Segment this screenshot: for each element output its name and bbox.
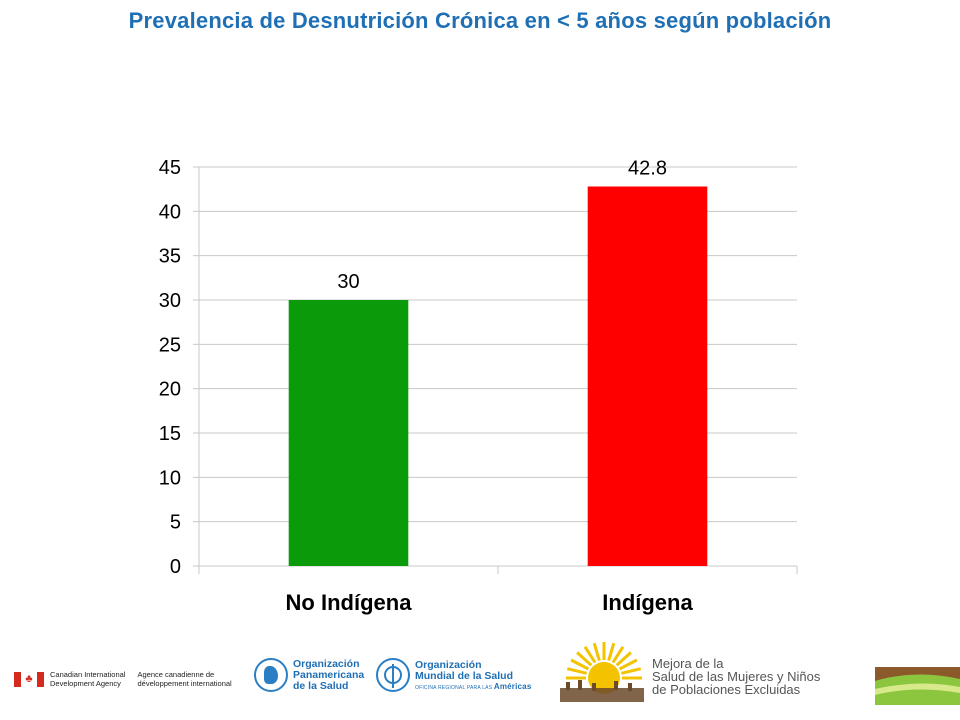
category-label: No Indígena (286, 590, 413, 615)
mejora-text: Mejora de la Salud de las Mujeres y Niño… (652, 655, 821, 697)
sun-ray (611, 646, 625, 664)
cida-logo: ♣ Canadian International Development Age… (14, 670, 244, 688)
sun-ray (615, 651, 632, 667)
oms-text: Organización Mundial de la Salud OFICINA… (415, 658, 532, 691)
y-tick-label: 40 (159, 201, 181, 223)
globe-icon (254, 658, 288, 692)
y-tick-label: 25 (159, 334, 181, 356)
data-label: 42.8 (628, 158, 667, 180)
sun-ray (621, 667, 642, 675)
sun-people-icon (560, 642, 644, 702)
y-tick-label: 15 (159, 423, 181, 445)
y-tick-label: 10 (159, 467, 181, 489)
page-title: Prevalencia de Desnutrición Crónica en <… (128, 8, 832, 33)
canada-flag-icon: ♣ (14, 671, 44, 687)
sun-ray (607, 642, 616, 662)
ops-text: Organización Panamericana de la Salud (293, 657, 365, 692)
category-label: Indígena (602, 590, 693, 615)
y-tick-label: 35 (159, 246, 181, 268)
bar-chart: 0 5 10 15 20 25 30 35 40 45 30 No Indígena 42.8 Indíg… (159, 157, 798, 615)
sun-ray (592, 642, 601, 662)
y-tick-label: 0 (170, 556, 181, 578)
oms-logo: Organización Mundial de la Salud OFICINA… (376, 658, 531, 692)
sun-ray (576, 651, 593, 667)
who-emblem-icon (376, 658, 410, 692)
sun-ray (566, 667, 587, 675)
sun-ray (618, 658, 638, 671)
bars (288, 186, 708, 567)
y-tick-label: 30 (159, 290, 181, 312)
bar (587, 186, 708, 567)
data-label: 30 (337, 271, 359, 293)
sun-ray (583, 646, 597, 664)
y-tick-label: 20 (159, 379, 181, 401)
footer-logos: ♣ Canadian International Development Age… (0, 628, 960, 720)
y-tick-label: 45 (159, 157, 181, 179)
corner-decoration (875, 667, 960, 705)
cida-english-text: Canadian International Development Agenc… (50, 670, 126, 688)
mejora-logo: Mejora de la Salud de las Mujeres y Niño… (556, 638, 820, 714)
sun-ray (570, 658, 590, 671)
bar (288, 300, 409, 566)
labels: 0 5 10 15 20 25 30 35 40 45 30 No Indígena 42.8 Indíg… (159, 157, 694, 615)
ops-logo: Organización Panamericana de la Salud (254, 658, 364, 692)
y-tick-label: 5 (170, 512, 181, 534)
cida-french-text: Agence canadienne de développement inter… (137, 670, 232, 688)
